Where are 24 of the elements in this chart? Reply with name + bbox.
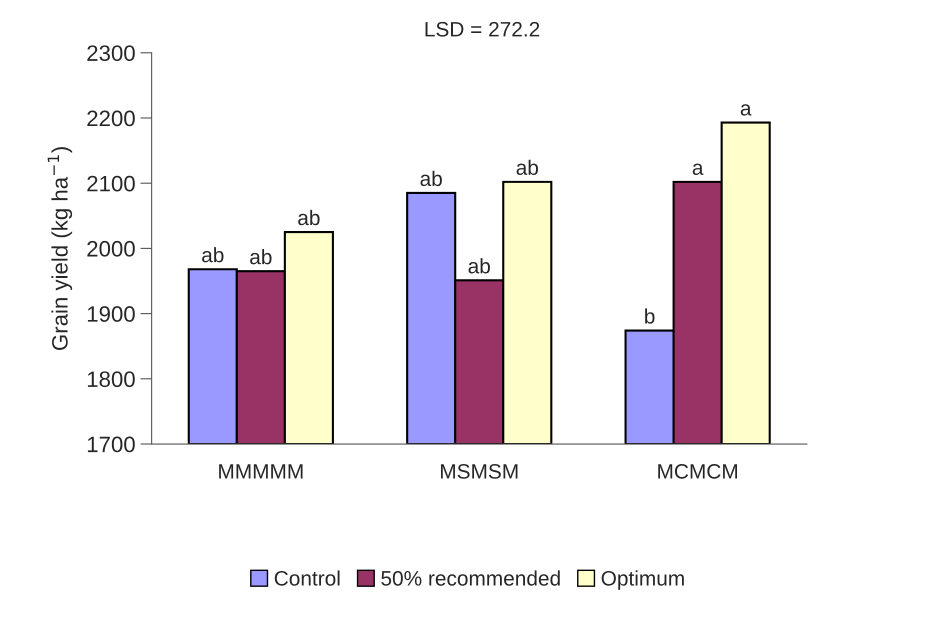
y-tick-label: 2200 xyxy=(87,110,135,126)
y-axis-title: Grain yield (kg ha$^{−1}$) xyxy=(48,147,72,350)
x-tick-label: MSMSM xyxy=(441,464,518,479)
data-label: b xyxy=(645,308,655,324)
x-tick-label: MCMCM xyxy=(658,464,737,479)
data-label: ab xyxy=(516,160,538,175)
data-label: a xyxy=(692,164,704,175)
y-tick-label: 2000 xyxy=(87,240,135,257)
data-label: ab xyxy=(298,210,320,226)
y-tick-label: 2300 xyxy=(87,45,135,62)
data-label: ab xyxy=(202,247,224,262)
data-label: ab xyxy=(250,249,272,264)
data-label: ab xyxy=(468,258,490,274)
legend-label: Control xyxy=(274,570,340,586)
text: LSD = 272.2 xyxy=(426,22,540,37)
legend-label: 50% recommended xyxy=(381,570,560,586)
data-label: a xyxy=(740,104,752,116)
y-tick-label: 1900 xyxy=(88,306,135,322)
legend-label: Optimum xyxy=(602,570,684,590)
y-tick-label: 2100 xyxy=(87,176,135,192)
x-tick-label: MMMMM xyxy=(219,464,303,479)
y-tick-label: 1700 xyxy=(88,436,135,452)
data-label: ab xyxy=(420,170,442,186)
y-tick-label: 1800 xyxy=(88,371,135,388)
